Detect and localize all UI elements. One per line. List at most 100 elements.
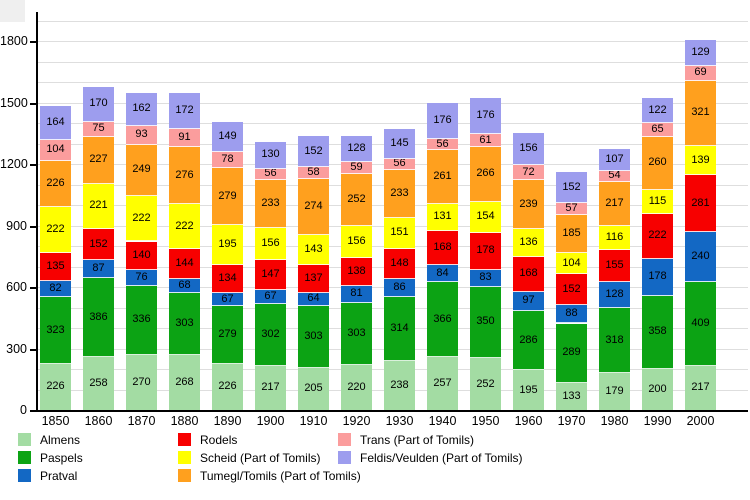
bar-segment-paspels: 386 xyxy=(83,277,114,358)
bar-segment-rodels: 144 xyxy=(169,249,200,279)
legend-swatch-paspels xyxy=(18,451,31,464)
bar-segment-feldisveulden: 129 xyxy=(685,39,716,67)
x-tick-label-1920: 1920 xyxy=(342,414,371,428)
segment-value-label: 152 xyxy=(562,282,581,295)
bar-segment-rodels: 178 xyxy=(470,233,501,270)
segment-value-label: 323 xyxy=(46,323,65,336)
bar-segment-tumegltomils: 217 xyxy=(599,181,630,227)
legend-swatch-trans xyxy=(338,433,351,446)
bar-segment-feldisveulden: 122 xyxy=(642,98,673,124)
bar-segment-feldisveulden: 149 xyxy=(212,121,243,153)
segment-value-label: 358 xyxy=(648,325,667,338)
segment-value-label: 152 xyxy=(89,237,108,250)
stacked-bar-1900: 217 302 67 147 156 233 56 130 xyxy=(255,141,286,410)
x-tick-label-1890: 1890 xyxy=(213,414,242,428)
x-tick-label-1970: 1970 xyxy=(557,414,586,428)
segment-value-label: 217 xyxy=(605,197,624,210)
segment-value-label: 135 xyxy=(46,259,65,272)
bar-segment-rodels: 137 xyxy=(298,264,329,293)
bar-segment-almens: 217 xyxy=(255,365,286,410)
bar-segment-pratval: 64 xyxy=(298,292,329,306)
segment-value-label: 91 xyxy=(178,131,191,144)
bar-segment-scheid: 131 xyxy=(427,203,458,231)
segment-value-label: 238 xyxy=(390,379,409,392)
segment-value-label: 222 xyxy=(175,219,194,232)
segment-value-label: 67 xyxy=(264,289,277,302)
segment-value-label: 226 xyxy=(46,177,65,190)
segment-value-label: 151 xyxy=(390,226,409,239)
segment-value-label: 170 xyxy=(89,97,108,110)
gridline-1700 xyxy=(37,61,748,63)
bar-segment-pratval: 88 xyxy=(556,305,587,324)
legend-swatch-rodels xyxy=(178,433,191,446)
legend-swatch-scheid xyxy=(178,451,191,464)
stacked-bar-1980: 179 318 128 155 116 217 54 107 xyxy=(599,148,630,410)
segment-value-label: 144 xyxy=(175,257,194,270)
segment-value-label: 56 xyxy=(436,137,449,150)
bar-segment-pratval: 84 xyxy=(427,265,458,283)
segment-value-label: 176 xyxy=(433,113,452,126)
bar-segment-tumegltomils: 226 xyxy=(40,161,71,208)
bar-segment-paspels: 350 xyxy=(470,286,501,359)
y-tick-1500 xyxy=(30,102,37,105)
bar-segment-scheid: 139 xyxy=(685,146,716,175)
bar-segment-pratval: 240 xyxy=(685,232,716,282)
segment-value-label: 147 xyxy=(261,267,280,280)
bar-segment-almens: 179 xyxy=(599,373,630,410)
segment-value-label: 257 xyxy=(433,377,452,390)
bar-segment-almens: 220 xyxy=(341,364,372,410)
bar-segment-almens: 133 xyxy=(556,382,587,410)
stacked-bar-1940: 257 366 84 168 131 261 56 176 xyxy=(427,102,458,410)
bar-segment-pratval: 68 xyxy=(169,279,200,293)
legend-label-almens: Almens xyxy=(40,433,81,447)
segment-value-label: 104 xyxy=(562,256,581,269)
segment-value-label: 233 xyxy=(261,196,280,209)
bar-segment-almens: 195 xyxy=(513,370,544,410)
bar-segment-feldisveulden: 156 xyxy=(513,133,544,166)
bar-segment-feldisveulden: 130 xyxy=(255,141,286,169)
segment-value-label: 178 xyxy=(648,270,667,283)
segment-value-label: 289 xyxy=(562,346,581,359)
bar-segment-scheid: 136 xyxy=(513,229,544,258)
bar-segment-rodels: 140 xyxy=(126,241,157,271)
bar-segment-scheid: 104 xyxy=(556,252,587,275)
segment-value-label: 274 xyxy=(304,200,323,213)
segment-value-label: 115 xyxy=(648,194,667,207)
bar-segment-trans: 57 xyxy=(556,203,587,216)
segment-value-label: 252 xyxy=(347,193,366,206)
x-tick-label-1940: 1940 xyxy=(428,414,457,428)
segment-value-label: 82 xyxy=(49,282,62,295)
segment-value-label: 179 xyxy=(605,385,624,398)
legend-label-scheid: Scheid (Part of Tomils) xyxy=(200,451,321,465)
bar-segment-paspels: 303 xyxy=(298,305,329,368)
bar-segment-pratval: 128 xyxy=(599,281,630,309)
bar-segment-paspels: 323 xyxy=(40,297,71,364)
x-tick-label-1960: 1960 xyxy=(514,414,543,428)
bar-segment-pratval: 82 xyxy=(40,280,71,298)
segment-value-label: 386 xyxy=(89,310,108,323)
bar-segment-trans: 56 xyxy=(255,168,286,180)
y-tick-label: 0 xyxy=(20,403,27,417)
segment-value-label: 61 xyxy=(479,133,492,146)
segment-value-label: 148 xyxy=(390,257,409,270)
segment-value-label: 138 xyxy=(347,265,366,278)
segment-value-label: 87 xyxy=(92,262,105,275)
bar-segment-pratval: 83 xyxy=(470,269,501,287)
segment-value-label: 178 xyxy=(476,244,495,257)
bar-segment-pratval: 87 xyxy=(83,260,114,278)
bar-segment-scheid: 222 xyxy=(40,207,71,253)
bar-segment-scheid: 156 xyxy=(341,225,372,258)
segment-value-label: 226 xyxy=(218,380,237,393)
bar-segment-tumegltomils: 227 xyxy=(83,137,114,184)
x-tick-label-2000: 2000 xyxy=(686,414,715,428)
bar-segment-pratval: 97 xyxy=(513,291,544,312)
segment-value-label: 133 xyxy=(562,389,581,402)
y-tick-900 xyxy=(30,225,37,228)
bar-segment-feldisveulden: 152 xyxy=(556,172,587,204)
bar-segment-paspels: 302 xyxy=(255,303,286,366)
bar-segment-scheid: 116 xyxy=(599,226,630,251)
gridline-1900 xyxy=(37,20,748,22)
segment-value-label: 168 xyxy=(519,267,538,280)
segment-value-label: 222 xyxy=(648,229,667,242)
segment-value-label: 69 xyxy=(694,66,707,79)
